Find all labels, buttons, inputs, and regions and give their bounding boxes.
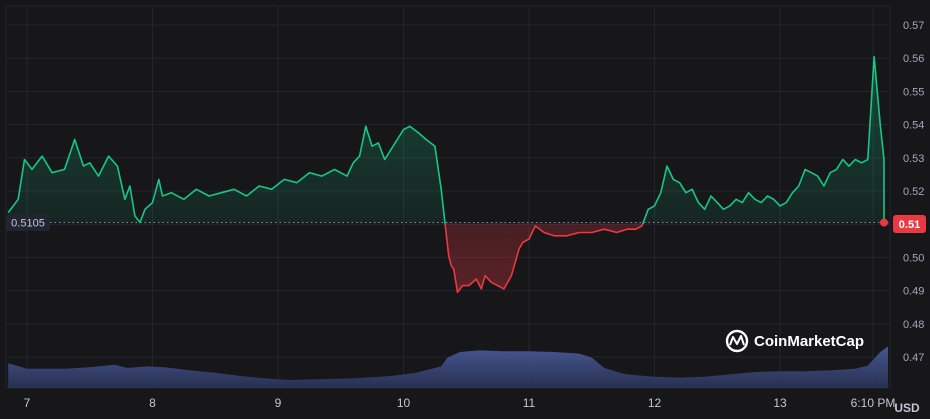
plot-border bbox=[5, 5, 891, 389]
y-tick-label: 0.55 bbox=[903, 86, 924, 98]
y-tick-label: 0.57 bbox=[903, 20, 924, 32]
price-fill-up bbox=[8, 56, 884, 224]
x-tick-label: 6:10 PM bbox=[851, 396, 896, 410]
coinmarketcap-logo-icon bbox=[725, 329, 749, 353]
volume-area bbox=[8, 346, 888, 388]
reference-price-badge: 0.5105 bbox=[6, 214, 50, 232]
current-price-dot bbox=[880, 218, 888, 227]
reference-price-label: 0.5105 bbox=[11, 218, 45, 230]
volume-series bbox=[8, 346, 888, 388]
x-tick-label: 8 bbox=[149, 396, 156, 410]
price-line-up bbox=[7, 55, 885, 224]
price-fill-down bbox=[445, 224, 643, 293]
y-tick-label: 0.48 bbox=[903, 319, 924, 331]
y-unit-label: USD bbox=[894, 401, 920, 415]
current-price-badge: 0.51 bbox=[893, 215, 926, 233]
y-tick-label: 0.47 bbox=[903, 352, 924, 364]
x-tick-label: 10 bbox=[397, 396, 411, 410]
watermark-text: CoinMarketCap bbox=[754, 333, 864, 350]
y-tick-label: 0.53 bbox=[903, 153, 924, 165]
coinmarketcap-watermark: CoinMarketCap bbox=[725, 329, 864, 353]
x-axis: 7 8 9 10 11 12 13 6:10 PM bbox=[24, 396, 896, 410]
x-tick-label: 13 bbox=[773, 396, 787, 410]
x-tick-label: 9 bbox=[275, 396, 282, 410]
price-line bbox=[7, 55, 885, 294]
y-tick-label: 0.56 bbox=[903, 53, 924, 65]
y-tick-label: 0.50 bbox=[903, 252, 924, 264]
x-tick-label: 12 bbox=[648, 396, 662, 410]
y-tick-label: 0.54 bbox=[903, 120, 924, 132]
price-fill bbox=[8, 56, 884, 293]
x-tick-label: 11 bbox=[523, 396, 536, 410]
x-tick-label: 7 bbox=[24, 396, 31, 410]
price-line-down bbox=[444, 224, 644, 294]
y-tick-label: 0.52 bbox=[903, 186, 924, 198]
gridlines bbox=[6, 6, 890, 388]
y-tick-label: 0.49 bbox=[903, 286, 924, 298]
y-axis: 0.570.560.550.540.530.520.510.500.490.48… bbox=[903, 20, 924, 364]
current-price-label: 0.51 bbox=[899, 219, 920, 231]
